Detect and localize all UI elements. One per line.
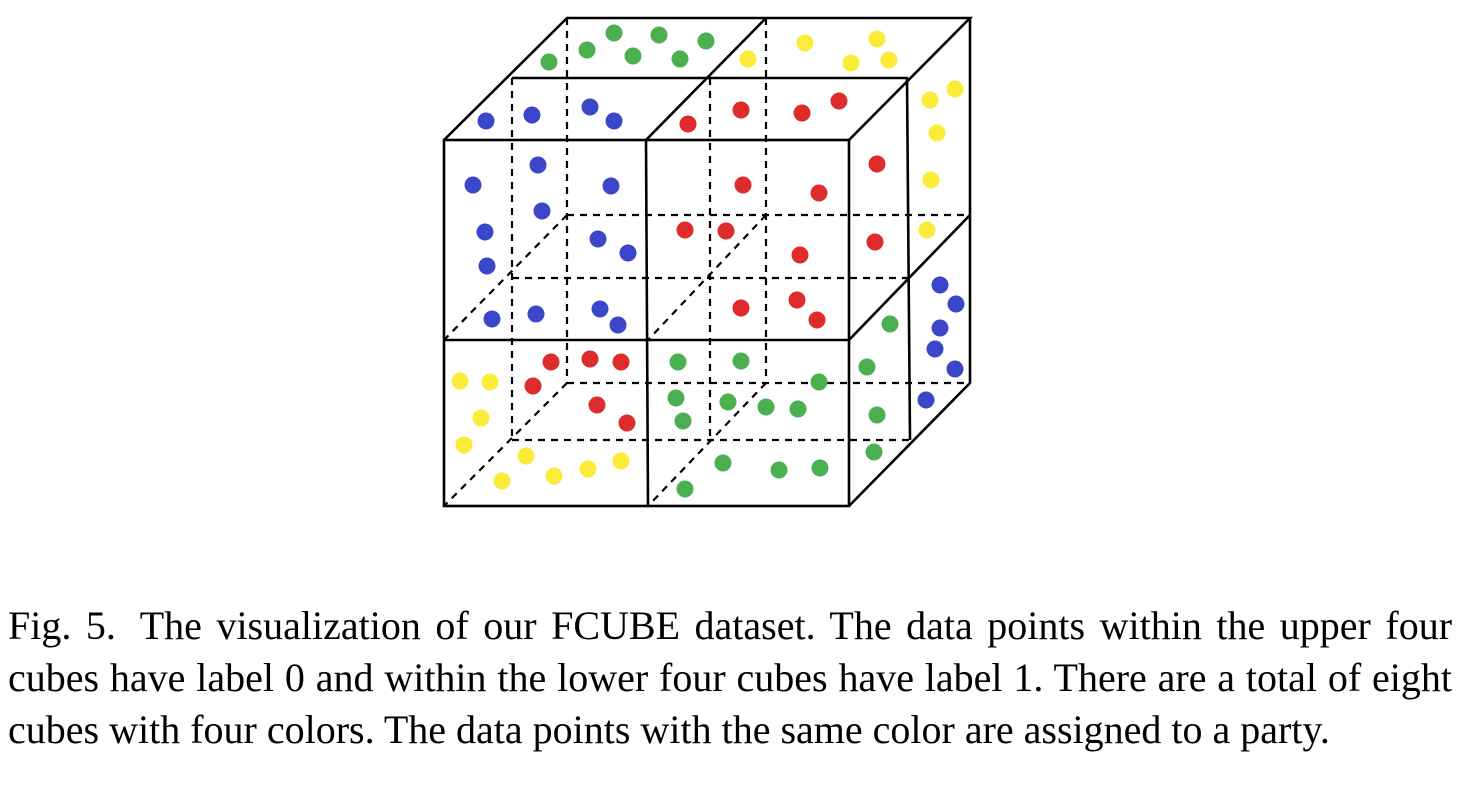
green-point [865, 443, 883, 461]
yellow-point [545, 467, 563, 485]
yellow-point [921, 91, 939, 109]
fcube-diagram [442, 16, 974, 508]
green-point [858, 358, 876, 376]
red-point [791, 246, 809, 264]
red-point [732, 101, 750, 119]
yellow-point [451, 372, 469, 390]
blue-point [609, 316, 627, 334]
green-point [868, 406, 886, 424]
green-point [732, 352, 750, 370]
figure-caption: Fig. 5. The visualization of our FCUBE d… [8, 600, 1452, 756]
blue-point [605, 112, 623, 130]
blue-point [947, 295, 965, 313]
blue-point [619, 244, 637, 262]
green-point [697, 32, 715, 50]
green-point [676, 480, 694, 498]
yellow-point [842, 54, 860, 72]
yellow-point [918, 221, 936, 239]
blue-point [476, 223, 494, 241]
red-point [808, 311, 826, 329]
yellow-point [455, 436, 473, 454]
red-point [717, 222, 735, 240]
red-point [618, 414, 636, 432]
yellow-point [922, 171, 940, 189]
red-point [868, 155, 886, 173]
blue-point [581, 98, 599, 116]
yellow-point [928, 124, 946, 142]
yellow-point [472, 409, 490, 427]
green-point [669, 353, 687, 371]
green-point [624, 47, 642, 65]
blue-point [529, 156, 547, 174]
green-point [540, 53, 558, 71]
red-point [524, 377, 542, 395]
green-point [605, 24, 623, 42]
red-point [732, 299, 750, 317]
yellow-point [612, 452, 630, 470]
red-point [830, 92, 848, 110]
green-point [789, 400, 807, 418]
red-point [679, 115, 697, 133]
green-point [719, 393, 737, 411]
blue-point [533, 202, 551, 220]
data-points [451, 24, 965, 498]
visible-edges [442, 16, 974, 508]
blue-point [591, 300, 609, 318]
green-point [770, 461, 788, 479]
hidden-edges [443, 18, 970, 507]
blue-point [527, 305, 545, 323]
green-point [667, 389, 685, 407]
blue-point [523, 106, 541, 124]
red-point [734, 176, 752, 194]
blue-point [917, 391, 935, 409]
green-point [811, 459, 829, 477]
blue-point [464, 176, 482, 194]
green-point [650, 26, 668, 44]
green-point [881, 315, 899, 333]
blue-point [477, 112, 495, 130]
green-point [757, 398, 775, 416]
yellow-point [946, 80, 964, 98]
blue-point [931, 276, 949, 294]
yellow-point [579, 460, 597, 478]
green-point [671, 50, 689, 68]
blue-point [602, 177, 620, 195]
red-point [612, 353, 630, 371]
green-point [578, 41, 596, 59]
green-point [714, 454, 732, 472]
blue-point [931, 319, 949, 337]
yellow-point [493, 472, 511, 490]
caption-text: The visualization of our FCUBE dataset. … [8, 603, 1453, 752]
green-point [810, 373, 828, 391]
red-point [810, 184, 828, 202]
red-point [793, 104, 811, 122]
red-point [788, 291, 806, 309]
red-point [588, 396, 606, 414]
yellow-point [517, 447, 535, 465]
blue-point [926, 340, 944, 358]
figure-label: Fig. 5. [8, 603, 116, 648]
blue-point [946, 360, 964, 378]
red-point [676, 221, 694, 239]
red-point [542, 353, 560, 371]
green-point [674, 412, 692, 430]
blue-point [483, 310, 501, 328]
red-point [866, 233, 884, 251]
yellow-point [796, 34, 814, 52]
yellow-point [868, 30, 886, 48]
yellow-point [739, 50, 757, 68]
yellow-point [880, 51, 898, 69]
red-point [581, 350, 599, 368]
blue-point [478, 257, 496, 275]
yellow-point [481, 373, 499, 391]
blue-point [589, 230, 607, 248]
